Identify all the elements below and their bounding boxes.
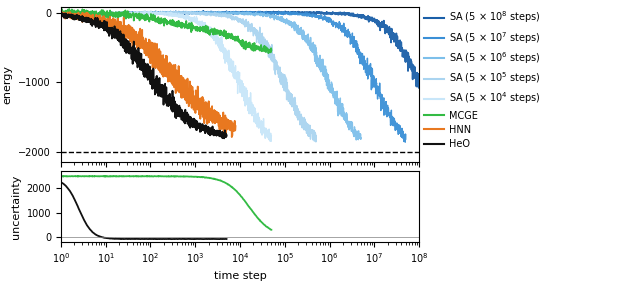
X-axis label: time step: time step: [214, 271, 266, 281]
Legend: SA (5 × 10$^8$ steps), SA (5 × 10$^7$ steps), SA (5 × 10$^6$ steps), SA (5 × 10$: SA (5 × 10$^8$ steps), SA (5 × 10$^7$ st…: [420, 6, 544, 153]
Y-axis label: energy: energy: [3, 65, 13, 104]
Y-axis label: uncertainty: uncertainty: [11, 175, 21, 239]
